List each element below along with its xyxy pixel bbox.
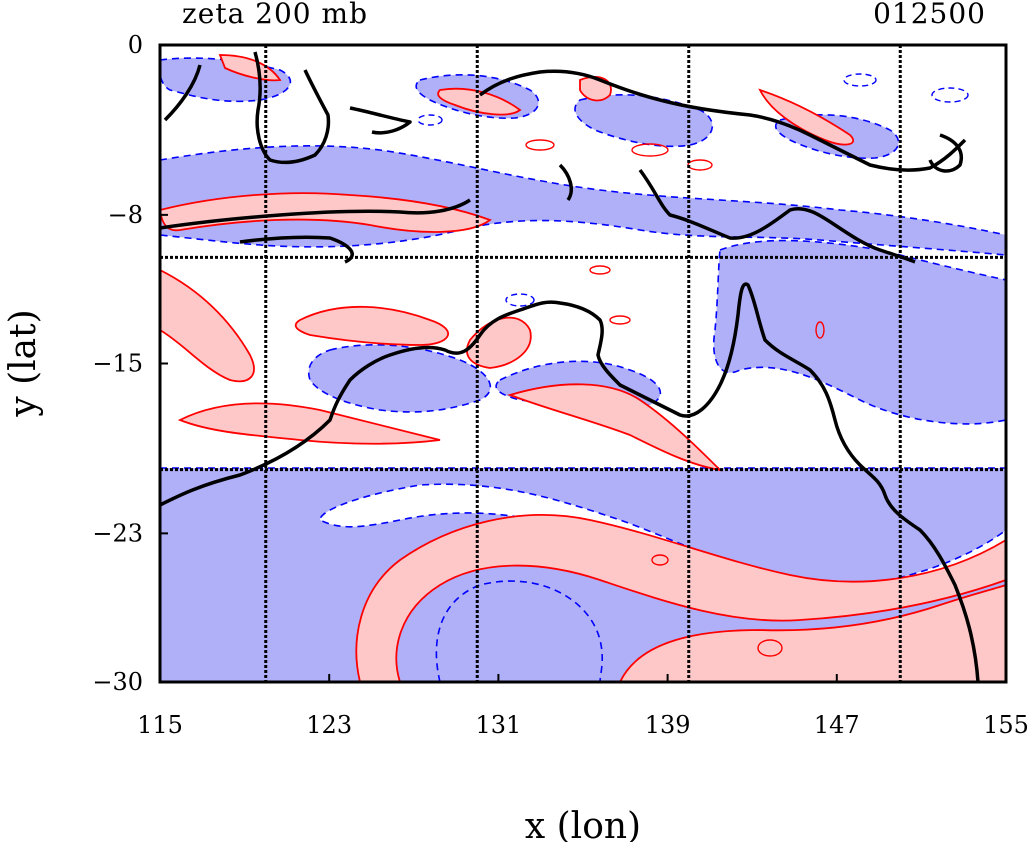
neg-region-east	[713, 239, 1006, 425]
x-axis-ticks: 115 123 131 139 147 155	[137, 674, 1029, 739]
y-tick-label: 0	[128, 31, 143, 59]
x-tick-label: 139	[645, 711, 691, 739]
x-tick-label: 115	[137, 711, 183, 739]
pos-region-ne-streak	[758, 88, 855, 146]
chart-subtitle: 012500	[873, 0, 986, 30]
coastline-east-islands	[928, 133, 963, 173]
y-axis-ticks: 0 −8 −15 −23 −30	[92, 31, 168, 696]
neg-region-center-west	[308, 344, 492, 413]
small-contour-11	[609, 315, 631, 325]
coastline-halmahera	[558, 163, 573, 202]
coastlines	[160, 51, 980, 682]
small-contour-6	[651, 554, 669, 566]
y-tick-label: −30	[92, 668, 143, 696]
small-contour-5	[757, 639, 783, 657]
coastline-new-guinea	[478, 69, 967, 172]
x-axis-label: x (lon)	[525, 806, 641, 842]
y-tick-label: −8	[108, 201, 143, 229]
pos-region-center-east	[507, 383, 723, 472]
small-contour-7	[417, 114, 443, 126]
pos-region-south-lower	[619, 584, 1006, 682]
pos-region-north-mid	[579, 75, 612, 102]
small-contour-4	[589, 265, 611, 275]
pos-region-nw-streak	[218, 54, 282, 82]
coastline-timor-java	[160, 198, 471, 230]
pos-region-center-streak	[294, 305, 449, 346]
coastline-nw-island	[163, 64, 202, 122]
contour-field	[160, 51, 1006, 682]
y-tick-label: −15	[92, 350, 143, 378]
gridlines	[160, 45, 1006, 682]
small-contour-3	[525, 139, 555, 151]
coastline-borneo-east	[253, 51, 331, 165]
chart-title: zeta 200 mb	[182, 0, 368, 30]
small-contour-1	[631, 143, 669, 157]
pos-region-north-streak	[437, 87, 522, 116]
coastline-australia	[160, 282, 980, 682]
coastline-sulawesi	[349, 106, 412, 135]
small-contour-10	[931, 87, 969, 103]
neg-region-ne-1	[574, 94, 714, 148]
x-tick-label: 131	[475, 711, 521, 739]
pos-region-southwest-streak	[177, 402, 441, 445]
x-tick-label: 147	[814, 711, 860, 739]
small-contour-12	[815, 321, 825, 339]
small-contour-8	[505, 293, 535, 307]
small-contours	[417, 73, 969, 657]
x-tick-label: 123	[306, 711, 352, 739]
small-contour-9	[843, 73, 877, 87]
neg-region-north-band	[160, 145, 1006, 256]
coastline-lesser-sunda	[239, 235, 354, 264]
y-axis-label: y (lat)	[3, 309, 44, 417]
pos-region-west-lobe	[160, 268, 255, 383]
y-tick-label: −23	[92, 519, 143, 547]
coastline-new-guinea-south	[638, 168, 916, 264]
x-tick-label: 155	[983, 711, 1029, 739]
